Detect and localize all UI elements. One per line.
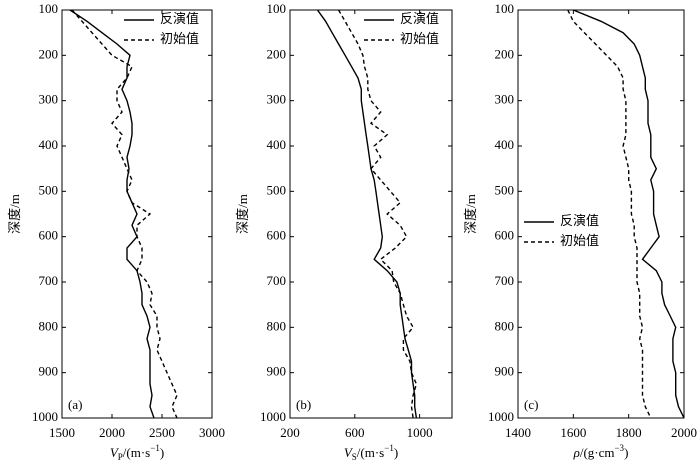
x-axis-label-part: −1 bbox=[150, 443, 160, 453]
y-tick-label: 800 bbox=[39, 318, 59, 333]
y-tick-label: 500 bbox=[267, 182, 287, 197]
x-axis-label-part: P bbox=[118, 452, 123, 462]
legend-label: 反演值 bbox=[560, 213, 599, 228]
plot-frame bbox=[289, 9, 453, 419]
profile-line bbox=[573, 9, 685, 419]
x-axis-label-part: /(m·s bbox=[123, 445, 150, 460]
y-axis-label: 深度/m bbox=[7, 194, 22, 234]
y-tick-label: 100 bbox=[267, 1, 287, 16]
x-axis-label: VS/(m·s−1) bbox=[344, 443, 398, 462]
y-tick-label: 100 bbox=[495, 1, 515, 16]
panel-label: (a) bbox=[68, 397, 82, 412]
y-tick-label: 1000 bbox=[32, 409, 58, 424]
x-tick-label: 1400 bbox=[505, 425, 531, 440]
x-tick-label: 2000 bbox=[671, 425, 697, 440]
y-tick-label: 200 bbox=[267, 46, 287, 61]
y-tick-label: 300 bbox=[495, 92, 515, 107]
legend-label: 反演值 bbox=[160, 11, 199, 26]
y-tick-label: 200 bbox=[39, 46, 59, 61]
legend-label: 反演值 bbox=[400, 11, 439, 26]
profile-line bbox=[69, 9, 155, 419]
panel-label: (b) bbox=[296, 397, 311, 412]
y-tick-label: 700 bbox=[495, 273, 515, 288]
x-axis-label-part: −3 bbox=[614, 443, 624, 453]
x-tick-label: 1800 bbox=[616, 425, 642, 440]
y-tick-label: 400 bbox=[495, 137, 515, 152]
plot-frame bbox=[61, 9, 213, 419]
profile-line bbox=[71, 9, 178, 419]
x-tick-label: 3000 bbox=[199, 425, 225, 440]
x-tick-label: 1500 bbox=[49, 425, 75, 440]
y-tick-label: 1000 bbox=[488, 409, 514, 424]
x-axis-label-part: ) bbox=[624, 445, 628, 460]
x-axis-label-part: ) bbox=[394, 445, 398, 460]
x-axis-label-part: V bbox=[110, 445, 120, 460]
x-axis-label: VP/(m·s−1) bbox=[110, 443, 164, 462]
x-tick-label: 1600 bbox=[560, 425, 586, 440]
legend-label: 初始值 bbox=[560, 233, 599, 248]
x-axis-label: ρ/(g·cm−3) bbox=[573, 443, 629, 460]
y-tick-label: 900 bbox=[39, 364, 59, 379]
y-tick-label: 200 bbox=[495, 46, 515, 61]
y-tick-label: 700 bbox=[39, 273, 59, 288]
panel-label: (c) bbox=[524, 397, 538, 412]
y-tick-label: 800 bbox=[495, 318, 515, 333]
y-tick-label: 1000 bbox=[260, 409, 286, 424]
x-tick-label: 600 bbox=[345, 425, 365, 440]
y-tick-label: 700 bbox=[267, 273, 287, 288]
y-tick-label: 400 bbox=[39, 137, 59, 152]
profile-line bbox=[567, 9, 652, 419]
y-tick-label: 400 bbox=[267, 137, 287, 152]
y-tick-label: 800 bbox=[267, 318, 287, 333]
x-axis-label-part: −1 bbox=[384, 443, 394, 453]
profile-line bbox=[337, 9, 418, 419]
y-tick-label: 300 bbox=[39, 92, 59, 107]
x-tick-label: 2000 bbox=[99, 425, 125, 440]
x-axis-label-part: V bbox=[344, 445, 354, 460]
legend-label: 初始值 bbox=[400, 31, 439, 46]
y-axis-label: 深度/m bbox=[235, 194, 250, 234]
y-tick-label: 500 bbox=[39, 182, 59, 197]
x-axis-label-part: ρ bbox=[573, 445, 580, 460]
y-tick-label: 500 bbox=[495, 182, 515, 197]
x-axis-label-part: /(g·cm bbox=[580, 445, 615, 460]
y-tick-label: 300 bbox=[267, 92, 287, 107]
x-axis-label-part: S bbox=[352, 452, 357, 462]
y-tick-label: 900 bbox=[495, 364, 515, 379]
x-tick-label: 1000 bbox=[407, 425, 433, 440]
y-tick-label: 100 bbox=[39, 1, 59, 16]
legend-label: 初始值 bbox=[160, 31, 199, 46]
x-tick-label: 2500 bbox=[149, 425, 175, 440]
y-tick-label: 600 bbox=[495, 228, 515, 243]
x-axis-label-part: /(m·s bbox=[357, 445, 384, 460]
y-tick-label: 900 bbox=[267, 364, 287, 379]
y-axis-label: 深度/m bbox=[463, 194, 478, 234]
y-tick-label: 600 bbox=[267, 228, 287, 243]
plot-frame bbox=[517, 9, 685, 419]
profile-line bbox=[316, 9, 418, 419]
x-tick-label: 200 bbox=[280, 425, 300, 440]
y-tick-label: 600 bbox=[39, 228, 59, 243]
x-axis-label-part: ) bbox=[160, 445, 164, 460]
